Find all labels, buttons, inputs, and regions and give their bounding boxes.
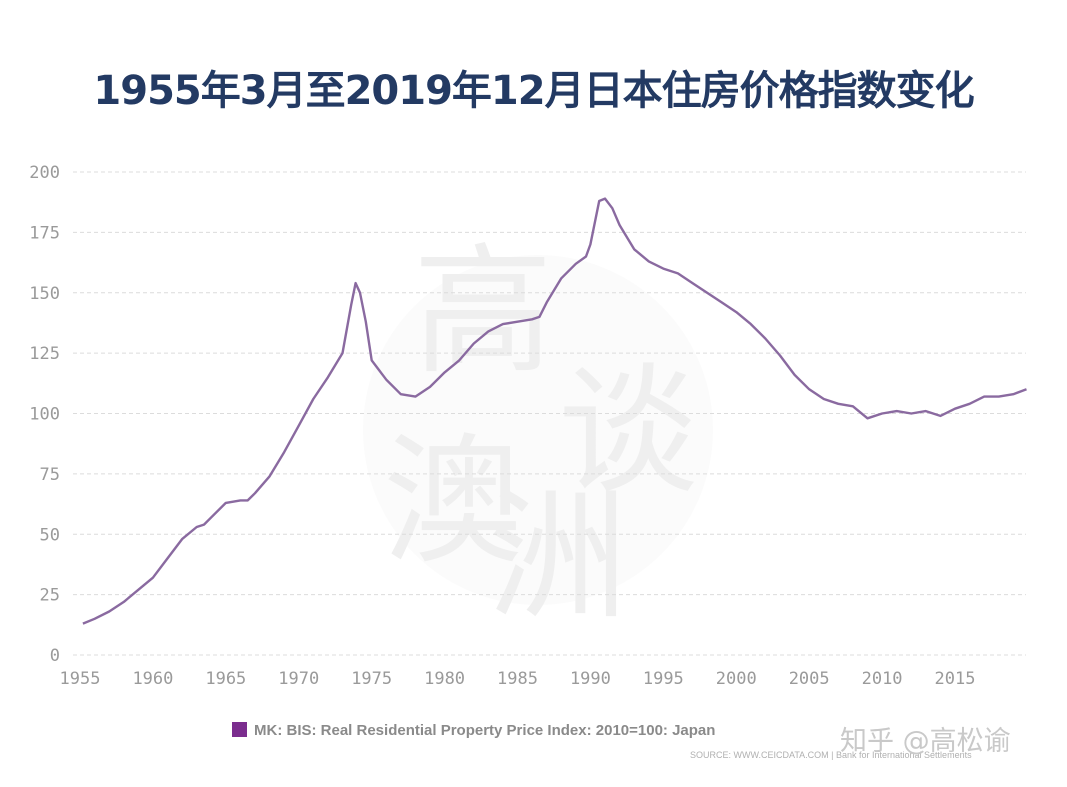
price-index-line — [82, 197, 1027, 625]
x-tick-label: 2010 — [862, 669, 903, 689]
gridlines — [73, 171, 1026, 656]
y-tick-label: 100 — [29, 405, 60, 425]
watermark-char: 高 — [413, 231, 553, 394]
y-tick-label: 175 — [29, 223, 60, 243]
legend: MK: BIS: Real Residential Property Price… — [232, 722, 715, 739]
watermark-char: 谈 — [558, 351, 698, 514]
y-tick-label: 50 — [40, 525, 60, 545]
x-tick-label: 1990 — [570, 669, 611, 689]
y-tick-label: 150 — [29, 284, 60, 304]
watermark-circle — [363, 255, 713, 605]
y-tick-label: 125 — [29, 344, 60, 364]
x-tick-label: 1970 — [278, 669, 319, 689]
legend-label: MK: BIS: Real Residential Property Price… — [254, 722, 715, 739]
x-tick-label: 1985 — [497, 669, 538, 689]
x-tick-label: 1995 — [643, 669, 684, 689]
source-note: SOURCE: WWW.CEICDATA.COM | Bank for Inte… — [690, 750, 972, 760]
x-tick-label: 1960 — [132, 669, 173, 689]
x-tick-label: 1975 — [351, 669, 392, 689]
x-tick-label: 1965 — [205, 669, 246, 689]
x-tick-label: 2000 — [716, 669, 757, 689]
watermark-char: 洲 — [488, 476, 628, 639]
y-tick-label: 200 — [29, 163, 60, 183]
x-tick-label: 2015 — [935, 669, 976, 689]
chart-area: 高谈澳洲 0 25 50 75 100 125 150 175 200 1955 1960 1965… — [18, 150, 1050, 770]
x-tick-label: 1980 — [424, 669, 465, 689]
y-tick-label: 25 — [40, 586, 60, 606]
x-tick-label: 2005 — [789, 669, 830, 689]
y-tick-label: 75 — [40, 465, 60, 485]
watermark-char: 澳 — [383, 421, 523, 584]
y-axis-ticks: 0 25 50 75 100 125 150 175 200 — [29, 163, 60, 666]
legend-swatch — [232, 722, 247, 737]
zhihu-credit: 知乎 @高松谕 — [840, 726, 1011, 757]
chart-title: 1955年3月至2019年12月日本住房价格指数变化 — [93, 68, 974, 114]
x-axis-ticks: 1955 1960 1965 1970 1975 1980 1985 1990 1995 2000… — [60, 669, 976, 689]
x-tick-label: 1955 — [60, 669, 101, 689]
y-tick-label: 0 — [50, 646, 60, 666]
